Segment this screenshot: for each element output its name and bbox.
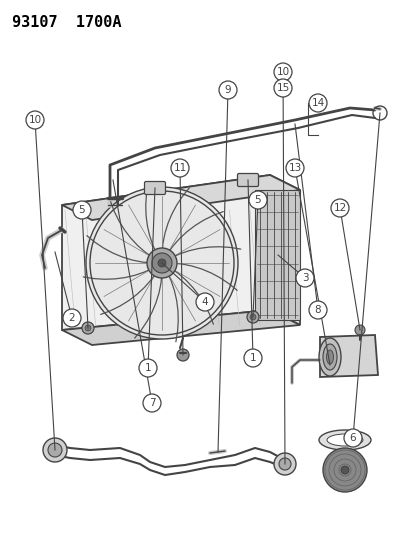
Text: 1: 1 <box>144 363 151 373</box>
Circle shape <box>43 438 67 462</box>
Text: 5: 5 <box>254 195 261 205</box>
Circle shape <box>177 349 189 361</box>
Ellipse shape <box>318 338 340 376</box>
Polygon shape <box>62 175 299 220</box>
Circle shape <box>354 325 364 335</box>
Ellipse shape <box>322 344 336 370</box>
Text: 10: 10 <box>28 115 41 125</box>
Text: 1: 1 <box>249 353 256 363</box>
Circle shape <box>26 111 44 129</box>
Circle shape <box>158 259 166 267</box>
Text: 93107  1700A: 93107 1700A <box>12 14 121 29</box>
Circle shape <box>343 429 361 447</box>
Polygon shape <box>62 310 299 345</box>
FancyBboxPatch shape <box>237 174 258 187</box>
Text: 6: 6 <box>349 433 356 443</box>
Polygon shape <box>254 190 299 320</box>
Circle shape <box>308 94 326 112</box>
FancyBboxPatch shape <box>144 182 165 195</box>
Circle shape <box>285 159 303 177</box>
Circle shape <box>218 81 236 99</box>
Polygon shape <box>62 175 269 330</box>
Circle shape <box>249 314 255 320</box>
Circle shape <box>142 394 161 412</box>
Circle shape <box>340 466 348 474</box>
Text: 8: 8 <box>314 305 320 315</box>
Text: 12: 12 <box>332 203 346 213</box>
Text: 5: 5 <box>78 205 85 215</box>
Circle shape <box>86 187 237 339</box>
Text: 13: 13 <box>288 163 301 173</box>
Ellipse shape <box>326 350 333 364</box>
Text: 15: 15 <box>276 83 289 93</box>
Polygon shape <box>269 175 299 325</box>
Circle shape <box>273 63 291 81</box>
Text: 2: 2 <box>69 313 75 323</box>
Circle shape <box>308 301 326 319</box>
Circle shape <box>273 453 295 475</box>
Circle shape <box>243 349 261 367</box>
Circle shape <box>63 309 81 327</box>
Text: 9: 9 <box>224 85 231 95</box>
Ellipse shape <box>318 430 370 450</box>
Circle shape <box>295 269 313 287</box>
Circle shape <box>82 322 94 334</box>
Circle shape <box>322 448 366 492</box>
Circle shape <box>278 458 290 470</box>
Circle shape <box>152 253 171 273</box>
Circle shape <box>147 248 177 278</box>
Text: 10: 10 <box>276 67 289 77</box>
Circle shape <box>248 191 266 209</box>
Circle shape <box>171 159 189 177</box>
Ellipse shape <box>326 434 362 446</box>
Circle shape <box>195 293 214 311</box>
Text: 3: 3 <box>301 273 308 283</box>
Text: 4: 4 <box>201 297 208 307</box>
Circle shape <box>48 443 62 457</box>
Circle shape <box>330 199 348 217</box>
Text: 7: 7 <box>148 398 155 408</box>
Circle shape <box>85 325 91 331</box>
Circle shape <box>73 201 91 219</box>
Circle shape <box>247 311 259 323</box>
Circle shape <box>139 359 157 377</box>
Polygon shape <box>319 335 377 377</box>
Circle shape <box>273 79 291 97</box>
Text: 11: 11 <box>173 163 186 173</box>
Text: 14: 14 <box>311 98 324 108</box>
